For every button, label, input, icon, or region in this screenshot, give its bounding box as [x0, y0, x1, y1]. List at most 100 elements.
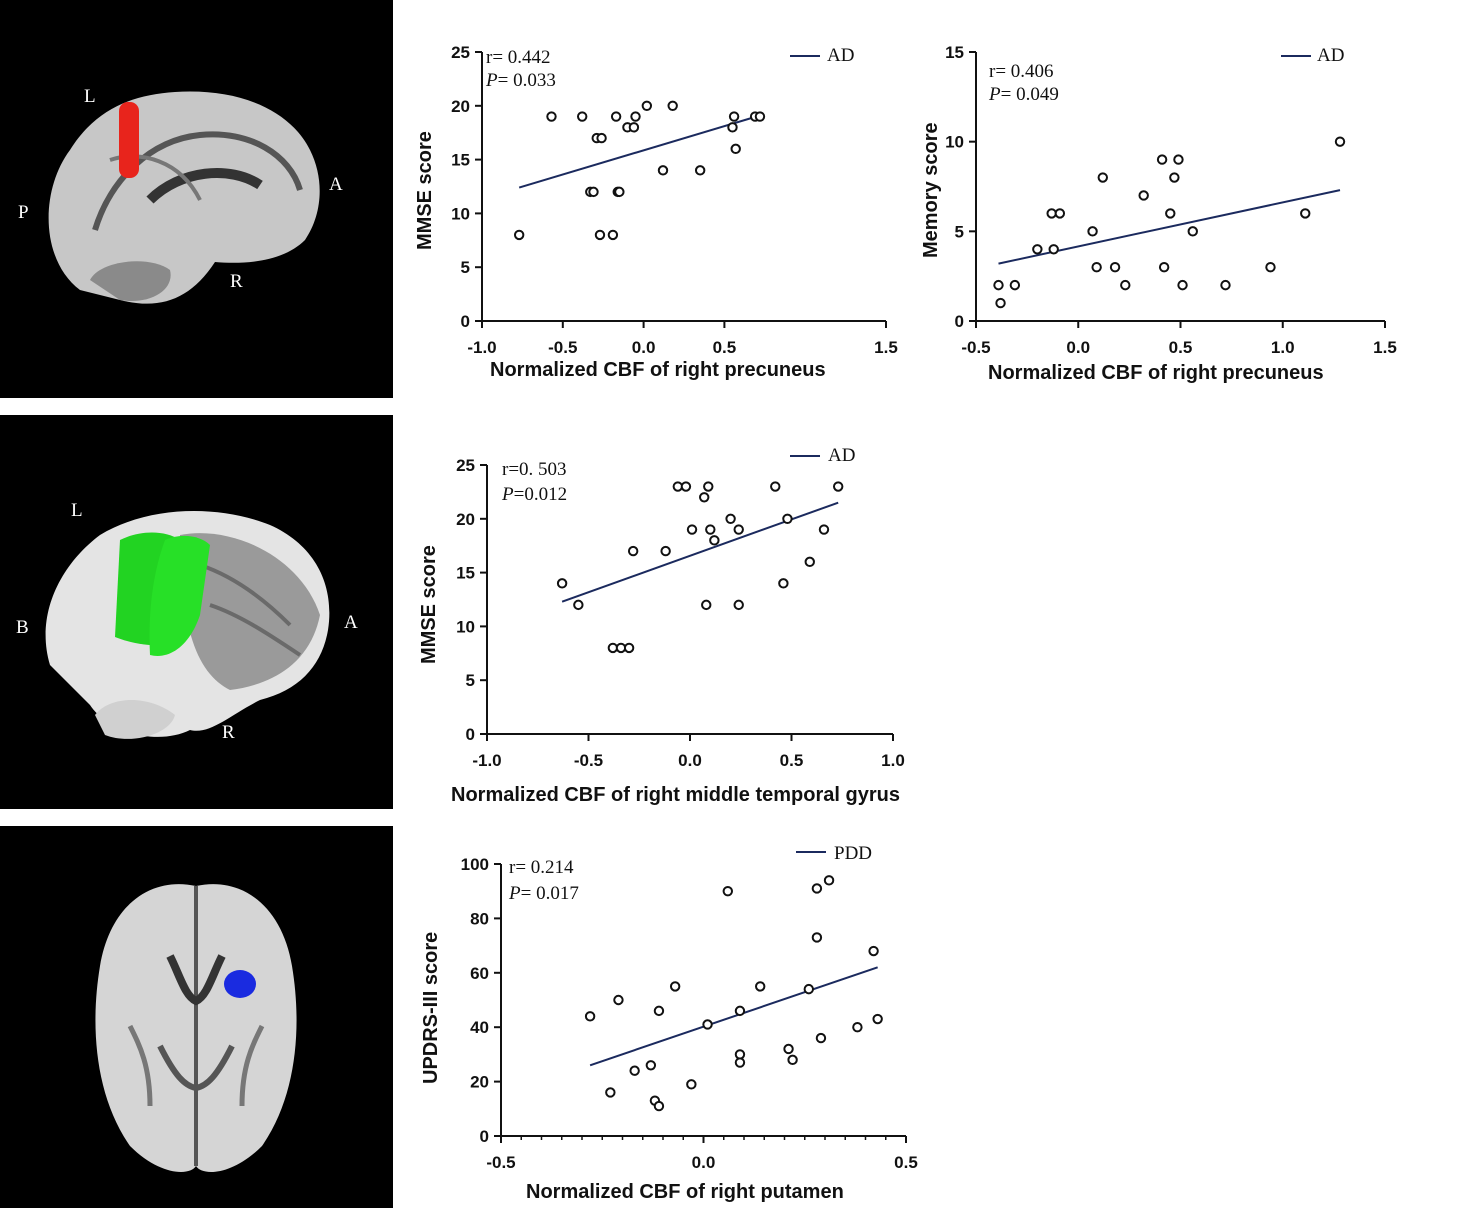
legend-label: AD [828, 445, 856, 466]
data-point [1087, 226, 1098, 237]
data-point [1032, 244, 1043, 255]
p-label: P [486, 70, 498, 91]
data-point [832, 481, 844, 492]
data-point [783, 1043, 794, 1055]
chart-svg: -1.0 -0.5 0.0 0.5 1.0 0 5 10 15 20 25 [456, 456, 905, 770]
data-point [694, 165, 706, 176]
y-tick-label: 80 [470, 909, 489, 928]
chart-mmse-middle-temporal: -1.0 -0.5 0.0 0.5 1.0 0 5 10 15 20 25 r=0. 503 P=0… [410, 440, 950, 820]
data-point [1109, 262, 1121, 273]
x-tick-label: 0.5 [780, 751, 804, 770]
label-right: A [329, 174, 343, 195]
data-point [811, 883, 823, 894]
p-value: = 0.049 [1000, 84, 1059, 105]
x-tick-label: -0.5 [961, 338, 990, 357]
data-point [815, 1032, 827, 1044]
data-point [995, 297, 1006, 309]
legend-label: AD [1317, 45, 1345, 66]
data-point [594, 229, 606, 241]
y-axis-title: MMSE score [418, 545, 440, 664]
data-point [699, 492, 710, 503]
brain-image-precuneus: L P A R [0, 0, 393, 398]
data-point [1054, 208, 1066, 219]
data-point [653, 1100, 665, 1112]
p-value: = 0.033 [497, 70, 556, 91]
chart-mmse-precuneus: -1.0 -0.5 0.0 0.5 1.5 0 5 10 15 20 25 r= 0.442 P= … [410, 30, 900, 400]
data-point [1300, 208, 1311, 219]
x-tick-label: -1.0 [472, 751, 501, 770]
y-tick-label: 25 [451, 43, 470, 62]
roi-red [119, 102, 139, 178]
data-point [705, 524, 716, 535]
data-point [733, 524, 744, 535]
data-point [701, 599, 712, 611]
roi-green [149, 535, 210, 656]
data-point [804, 556, 815, 568]
data-point [645, 1060, 657, 1071]
y-tick-label: 20 [456, 510, 475, 529]
data-point [1334, 136, 1346, 147]
data-point [556, 578, 568, 589]
data-point [614, 186, 625, 198]
data-point [605, 1087, 616, 1098]
y-axis-title: MMSE score [414, 131, 436, 250]
legend-line [796, 851, 826, 853]
data-point [584, 1011, 596, 1022]
data-point [787, 1054, 798, 1066]
label-bottom: R [230, 271, 243, 292]
data-point [1177, 279, 1188, 291]
data-point [782, 513, 793, 525]
p-label: P [509, 883, 521, 904]
x-tick-label: -0.5 [548, 338, 577, 357]
data-point [669, 981, 681, 992]
data-point [1165, 208, 1176, 219]
stat-r: r= 0.442 [486, 47, 551, 68]
data-point [596, 132, 607, 144]
y-tick-label: 10 [945, 133, 964, 152]
y-tick-label: 20 [451, 97, 470, 116]
chart-memory-precuneus: -0.5 0.0 0.5 1.0 1.5 0 5 10 15 r= 0.406 P= 0.049… [915, 30, 1415, 400]
y-axis-title: Memory score [920, 122, 942, 258]
chart-updrs-putamen: -0.5 0.0 0.5 0 20 40 60 80 100 r= 0.214 P= 0.017… [410, 840, 950, 1208]
stat-p: P= 0.033 [486, 71, 556, 90]
legend-line [1281, 55, 1311, 57]
chart-svg: -1.0 -0.5 0.0 0.5 1.5 0 5 10 15 20 25 [451, 43, 898, 357]
data-point [728, 111, 740, 122]
y-tick-label: 0 [955, 312, 964, 331]
x-tick-label: 0.0 [1066, 338, 1090, 357]
p-value: = 0.017 [520, 883, 579, 904]
data-point [725, 513, 736, 525]
label-bottom: R [222, 722, 235, 743]
regression-line [589, 966, 878, 1067]
data-point [1158, 262, 1170, 273]
data-point [610, 111, 622, 122]
label-left: B [16, 617, 29, 638]
regression-line [518, 114, 761, 189]
data-point [1046, 208, 1057, 219]
y-tick-label: 15 [451, 151, 470, 170]
x-tick-label: 0.0 [678, 751, 702, 770]
y-tick-label: 100 [461, 855, 489, 874]
data-point [653, 1005, 665, 1017]
x-tick-label: 0.0 [632, 338, 656, 357]
data-point [1173, 154, 1184, 165]
y-tick-label: 15 [456, 564, 475, 583]
data-point [1120, 279, 1131, 291]
y-axis-title: UPDRS-III score [420, 931, 442, 1084]
data-point [734, 1005, 746, 1017]
y-tick-label: 5 [955, 222, 964, 241]
data-point [703, 481, 714, 492]
x-axis-title: Normalized CBF of right precuneus [988, 362, 1324, 384]
data-point [680, 481, 692, 492]
regression-line [561, 501, 839, 603]
data-point [734, 1057, 746, 1068]
x-axis-title: Normalized CBF of right precuneus [490, 359, 826, 381]
data-point [1265, 262, 1276, 273]
data-point [630, 111, 641, 122]
label-right: A [344, 612, 358, 633]
data-point [727, 122, 738, 133]
data-point [811, 932, 823, 943]
data-point [778, 578, 789, 589]
legend-line [790, 455, 820, 457]
data-point [576, 111, 588, 122]
